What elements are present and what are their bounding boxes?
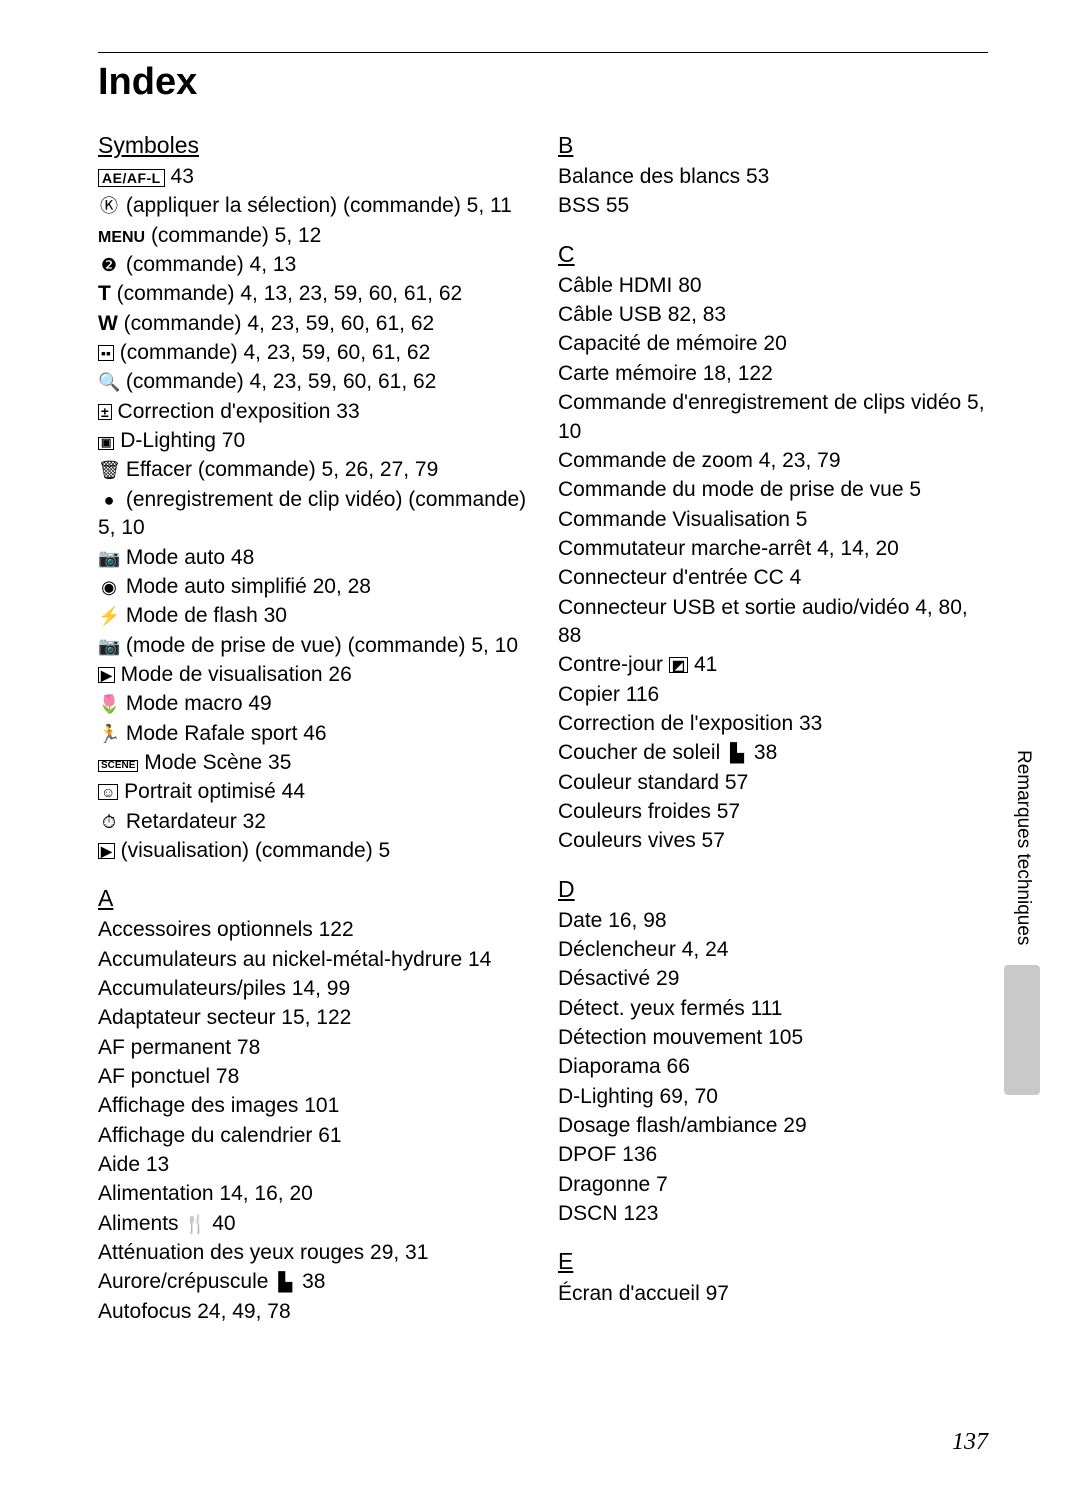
index-entry: Déclencheur 4, 24 [558,936,988,964]
index-entry: Commande du mode de prise de vue 5 [558,476,988,504]
index-entry: ▶ Mode de visualisation 26 [98,661,528,689]
index-letter-D: D [558,874,988,905]
index-entry: MENU (commande) 5, 12 [98,222,528,250]
index-entry: Aide 13 [98,1151,528,1179]
index-entry: Atténuation des yeux rouges 29, 31 [98,1239,528,1267]
index-entry: ▶ (visualisation) (commande) 5 [98,837,528,865]
index-entry: Adaptateur secteur 15, 122 [98,1004,528,1032]
index-entry: D-Lighting 69, 70 [558,1083,988,1111]
index-entry: ▣ D-Lighting 70 [98,427,528,455]
index-entry: Couleurs froides 57 [558,798,988,826]
index-entry: Autofocus 24, 49, 78 [98,1298,528,1326]
sidebar-label: Remarques techniques [1012,750,1034,945]
index-letter-E: E [558,1246,988,1277]
index-entry: 🏃 Mode Rafale sport 46 [98,720,528,748]
index-entry: ⏱ Retardateur 32 [98,808,528,836]
top-rule [98,52,988,53]
index-entry: Dragonne 7 [558,1171,988,1199]
index-entry: Connecteur d'entrée CC 4 [558,564,988,592]
index-entry: Connecteur USB et sortie audio/vidéo 4, … [558,594,988,651]
index-entry: Couleur standard 57 [558,769,988,797]
index-entry: Balance des blancs 53 [558,163,988,191]
index-entry: Coucher de soleil ▙ 38 [558,739,988,767]
columns: SymbolesAE/AF-L 43Ⓚ (appliquer la sélect… [98,130,988,1327]
right-column: BBalance des blancs 53BSS 55 CCâble HDMI … [558,130,988,1327]
index-entry: 🌷 Mode macro 49 [98,690,528,718]
index-entry: 🗑 Effacer (commande) 5, 26, 27, 79 [98,456,528,484]
index-entry: Aurore/crépuscule ▙ 38 [98,1268,528,1296]
index-entry: Détect. yeux fermés 111 [558,995,988,1023]
index-letter-A: A [98,883,528,914]
index-entry: Date 16, 98 [558,907,988,935]
index-entry: Carte mémoire 18, 122 [558,360,988,388]
index-letter-symboles: Symboles [98,130,528,161]
index-entry: 🔍 (commande) 4, 23, 59, 60, 61, 62 [98,368,528,396]
index-entry: Correction de l'exposition 33 [558,710,988,738]
index-entry: Capacité de mémoire 20 [558,330,988,358]
index-entry: Câble HDMI 80 [558,272,988,300]
content-area: Index SymbolesAE/AF-L 43Ⓚ (appliquer la … [98,52,988,1446]
index-entry: AE/AF-L 43 [98,163,528,191]
index-entry: Ⓚ (appliquer la sélection) (commande) 5,… [98,192,528,220]
index-entry: 📷 (mode de prise de vue) (commande) 5, 1… [98,632,528,660]
index-entry: AF ponctuel 78 [98,1063,528,1091]
page-title: Index [98,61,988,104]
index-letter-B: B [558,130,988,161]
index-entry: Accumulateurs/piles 14, 99 [98,975,528,1003]
index-entry: Contre-jour ◩ 41 [558,651,988,679]
index-entry: ⚡ Mode de flash 30 [98,602,528,630]
index-entry: DPOF 136 [558,1141,988,1169]
index-entry: Accumulateurs au nickel-métal-hydrure 14 [98,946,528,974]
index-entry: Commande Visualisation 5 [558,506,988,534]
index-entry: T (commande) 4, 13, 23, 59, 60, 61, 62 [98,280,528,308]
index-entry: DSCN 123 [558,1200,988,1228]
index-entry: SCENE Mode Scène 35 [98,749,528,777]
index-entry: ☺ Portrait optimisé 44 [98,778,528,806]
index-entry: Commande d'enregistrement de clips vidéo… [558,389,988,446]
index-entry: ● (enregistrement de clip vidéo) (comman… [98,486,528,543]
left-column: SymbolesAE/AF-L 43Ⓚ (appliquer la sélect… [98,130,528,1327]
index-entry: Câble USB 82, 83 [558,301,988,329]
index-entry: Désactivé 29 [558,965,988,993]
index-entry: ❷ (commande) 4, 13 [98,251,528,279]
index-entry: ± Correction d'exposition 33 [98,398,528,426]
section-tab [1004,965,1040,1095]
index-entry: 📷 Mode auto 48 [98,544,528,572]
index-entry: Couleurs vives 57 [558,827,988,855]
index-entry: ◉ Mode auto simplifié 20, 28 [98,573,528,601]
index-entry: Affichage des images 101 [98,1092,528,1120]
index-entry: Copier 116 [558,681,988,709]
index-entry: AF permanent 78 [98,1034,528,1062]
index-entry: Commutateur marche-arrêt 4, 14, 20 [558,535,988,563]
index-entry: Écran d'accueil 97 [558,1280,988,1308]
index-entry: W (commande) 4, 23, 59, 60, 61, 62 [98,310,528,338]
index-letter-C: C [558,239,988,270]
index-entry: Commande de zoom 4, 23, 79 [558,447,988,475]
page: Remarques techniques 137 Index SymbolesA… [0,0,1080,1486]
index-entry: Aliments 🍴 40 [98,1210,528,1238]
index-entry: Diaporama 66 [558,1053,988,1081]
index-entry: ▪▪ (commande) 4, 23, 59, 60, 61, 62 [98,339,528,367]
index-entry: Détection mouvement 105 [558,1024,988,1052]
index-entry: Alimentation 14, 16, 20 [98,1180,528,1208]
index-entry: Accessoires optionnels 122 [98,916,528,944]
index-entry: BSS 55 [558,192,988,220]
index-entry: Affichage du calendrier 61 [98,1122,528,1150]
index-entry: Dosage flash/ambiance 29 [558,1112,988,1140]
